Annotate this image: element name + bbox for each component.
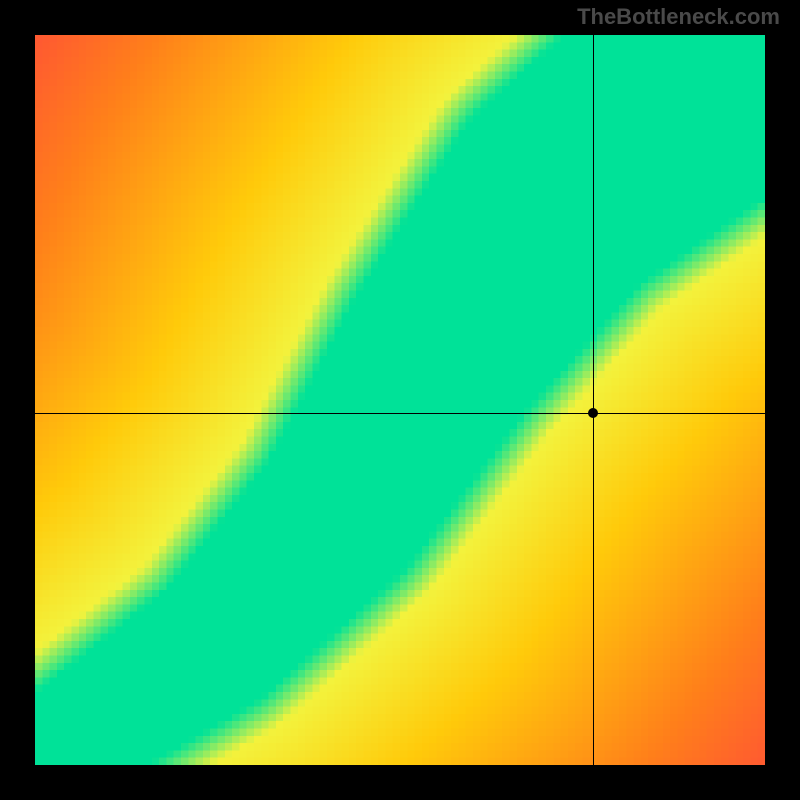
marker-dot: [588, 408, 598, 418]
crosshair-horizontal: [35, 413, 765, 414]
heatmap-svg: [35, 35, 765, 765]
watermark-text: TheBottleneck.com: [577, 4, 780, 30]
crosshair-vertical: [593, 35, 594, 765]
heatmap-plot: [35, 35, 765, 765]
